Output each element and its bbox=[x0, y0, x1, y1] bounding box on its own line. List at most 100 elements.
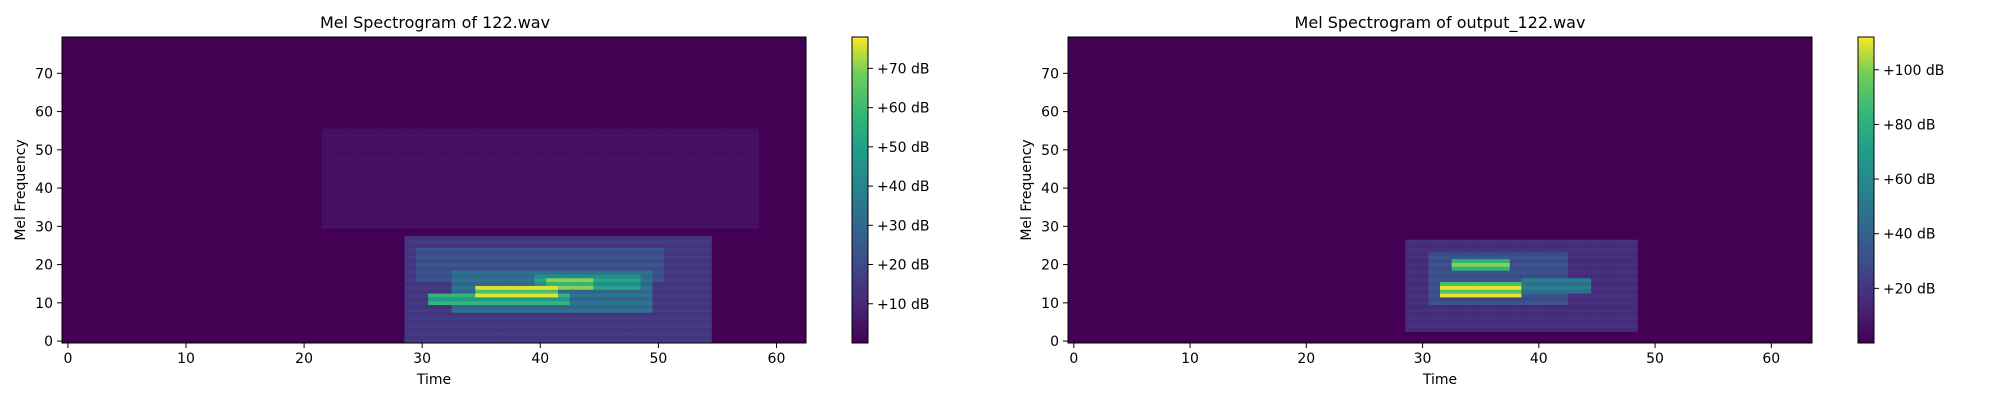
heatmap-cell bbox=[487, 266, 500, 271]
heatmap-cell bbox=[628, 193, 641, 198]
heatmap-cell bbox=[699, 167, 712, 172]
heatmap-cell bbox=[463, 251, 476, 256]
heatmap-cell bbox=[1428, 289, 1441, 294]
heatmap-cell bbox=[404, 190, 417, 195]
heatmap-cell bbox=[652, 300, 665, 306]
heatmap-cell bbox=[416, 167, 429, 172]
heatmap-cell bbox=[652, 277, 665, 283]
heatmap-cell bbox=[735, 186, 748, 191]
colorbar-tick-label: +20 dB bbox=[877, 258, 930, 274]
heatmap-cell bbox=[428, 174, 441, 179]
heatmap-cell bbox=[628, 205, 641, 210]
heatmap-cell bbox=[581, 140, 594, 145]
heatmap-cell bbox=[510, 323, 523, 329]
heatmap-cell bbox=[1486, 251, 1499, 256]
heatmap-cell bbox=[628, 312, 641, 317]
heatmap-cell bbox=[416, 212, 429, 218]
heatmap-cell bbox=[498, 331, 512, 336]
heatmap-cell bbox=[640, 201, 653, 206]
heatmap-cell bbox=[498, 216, 512, 221]
heatmap-cell bbox=[1533, 320, 1545, 325]
heatmap-cell bbox=[510, 258, 523, 263]
heatmap-cell bbox=[522, 277, 535, 283]
heatmap-cell bbox=[463, 140, 476, 145]
heatmap-cell bbox=[1556, 251, 1569, 256]
heatmap-cell bbox=[676, 212, 689, 218]
heatmap-cell bbox=[1591, 270, 1604, 275]
heatmap-cell bbox=[711, 224, 724, 229]
heatmap-cell bbox=[605, 323, 618, 329]
heatmap-cell bbox=[439, 190, 453, 195]
heatmap-cell bbox=[1626, 327, 1638, 332]
heatmap-cell bbox=[699, 327, 712, 332]
heatmap-cell bbox=[463, 281, 476, 286]
heatmap-cell bbox=[522, 151, 535, 156]
heatmap-cell bbox=[1521, 297, 1534, 302]
heatmap-cell bbox=[522, 258, 535, 263]
heatmap-cell bbox=[1474, 247, 1487, 252]
heatmap-cell bbox=[1451, 281, 1464, 286]
heatmap-cell bbox=[617, 144, 630, 149]
heatmap-cell bbox=[593, 205, 606, 210]
heatmap-cell bbox=[746, 136, 760, 141]
heatmap-cell bbox=[1463, 277, 1476, 283]
heatmap-cell bbox=[333, 174, 346, 179]
heatmap-cell bbox=[640, 304, 653, 309]
heatmap-cell bbox=[546, 193, 559, 198]
heatmap-cell bbox=[723, 170, 736, 176]
heatmap-cell bbox=[1498, 281, 1511, 286]
heatmap-cell bbox=[404, 281, 417, 286]
heatmap-cell bbox=[617, 136, 630, 141]
heatmap-cell bbox=[475, 209, 488, 214]
heatmap-cell bbox=[487, 285, 500, 290]
heatmap-cell bbox=[439, 201, 453, 206]
heatmap-cell bbox=[1567, 247, 1580, 252]
heatmap-cell bbox=[1521, 327, 1534, 332]
heatmap-cell bbox=[640, 144, 653, 149]
heatmap-cell bbox=[333, 128, 346, 133]
heatmap-cell bbox=[581, 190, 594, 195]
heatmap-cell bbox=[1440, 281, 1452, 286]
heatmap-cell bbox=[1626, 243, 1638, 248]
y-tick-label: 40 bbox=[35, 181, 53, 197]
heatmap-cell bbox=[333, 209, 346, 214]
heatmap-cell bbox=[463, 285, 476, 290]
heatmap-cell bbox=[510, 312, 523, 317]
heatmap-cell bbox=[652, 266, 665, 271]
heatmap-cell bbox=[664, 163, 677, 168]
heatmap-cell bbox=[593, 293, 606, 298]
x-axis-label: Time bbox=[416, 372, 451, 388]
heatmap-cell bbox=[416, 304, 429, 309]
heatmap-cell bbox=[605, 235, 618, 241]
heatmap-cell bbox=[475, 216, 488, 221]
heatmap-cell bbox=[1474, 266, 1487, 271]
heatmap-cell bbox=[1451, 289, 1464, 294]
heatmap-cell bbox=[498, 327, 512, 332]
heatmap-cell bbox=[1626, 262, 1638, 267]
heatmap-cell bbox=[522, 170, 535, 176]
heatmap-cell bbox=[546, 266, 559, 271]
heatmap-cell bbox=[687, 212, 701, 218]
heatmap-cell bbox=[664, 159, 677, 164]
heatmap-cell bbox=[439, 320, 453, 325]
heatmap-cell bbox=[1509, 297, 1522, 302]
heatmap-cell bbox=[380, 174, 393, 179]
heatmap-cell bbox=[1544, 320, 1557, 325]
heatmap-cell bbox=[510, 167, 523, 172]
heatmap-cell bbox=[439, 258, 453, 263]
heatmap-cell bbox=[581, 193, 594, 198]
heatmap-cell bbox=[416, 247, 429, 252]
heatmap-cell bbox=[451, 339, 464, 344]
heatmap-cell bbox=[487, 132, 500, 137]
heatmap-cell bbox=[581, 132, 594, 137]
heatmap-cell bbox=[664, 300, 677, 306]
heatmap-cell bbox=[664, 316, 677, 321]
heatmap-cell bbox=[546, 239, 559, 244]
heatmap-cell bbox=[1591, 312, 1604, 317]
heatmap-cell bbox=[1416, 270, 1429, 275]
heatmap-cell bbox=[640, 247, 653, 252]
heatmap-cell bbox=[699, 251, 712, 256]
heatmap-cell bbox=[475, 190, 488, 195]
heatmap-cell bbox=[475, 266, 488, 271]
